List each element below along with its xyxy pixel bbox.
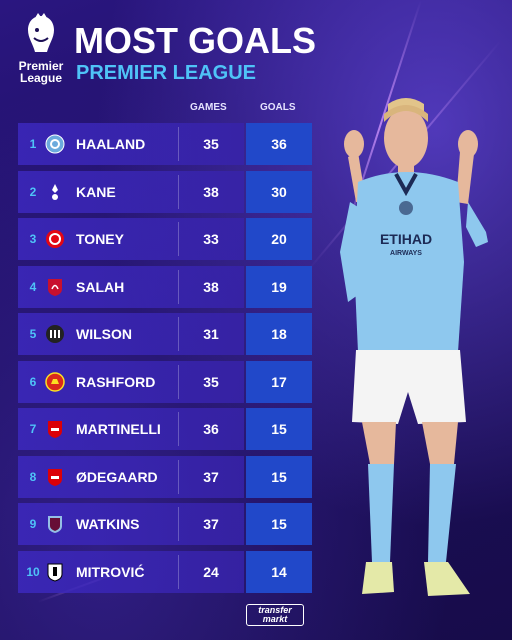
games-value: 35	[203, 373, 219, 390]
goals-value: 30	[246, 170, 312, 213]
man-city-crest-icon	[45, 134, 65, 154]
logo-line-2: markt	[262, 614, 288, 624]
games-value: 37	[203, 516, 219, 532]
logo-line-1: transfer	[258, 605, 292, 615]
divider	[178, 127, 179, 161]
games-value: 38	[203, 278, 219, 295]
divider	[178, 364, 179, 399]
table-row: 5 WILSON 31 18	[18, 313, 312, 355]
rank: 1	[29, 137, 37, 151]
table-row: 6 RASHFORD 35 17	[18, 360, 312, 403]
lion-icon	[28, 13, 54, 52]
divider	[178, 317, 179, 351]
goals-value: 15	[246, 455, 312, 498]
divider	[178, 222, 179, 256]
player-name: RASHFORD	[76, 373, 156, 390]
goals-value: 15	[246, 408, 312, 450]
table-row: 10 MITROVIĆ 24 14	[18, 550, 312, 593]
games-column-header: GAMES	[190, 102, 227, 113]
rank: 7	[29, 422, 37, 436]
games-value: 31	[203, 326, 219, 342]
player-name: HAALAND	[76, 136, 146, 152]
rank: 10	[26, 564, 40, 579]
transfermarkt-logo: transfer markt	[246, 604, 304, 626]
player-name: SALAH	[76, 278, 125, 295]
page-subtitle: PREMIER LEAGUE	[76, 62, 257, 84]
rank: 3	[29, 232, 37, 246]
goals-value: 15	[246, 503, 312, 545]
table-row: 7 MARTINELLI 36 15	[18, 408, 312, 450]
divider	[178, 507, 179, 541]
premier-league-logo	[16, 12, 66, 84]
divider	[178, 459, 179, 494]
player-name: KANE	[76, 183, 116, 200]
goals-value: 36	[246, 123, 312, 165]
divider	[178, 412, 179, 446]
rank: 2	[29, 184, 37, 199]
premier-league-wordmark: Premier League	[14, 60, 68, 84]
goals-value: 17	[246, 360, 312, 403]
divider	[178, 269, 179, 304]
games-value: 24	[203, 563, 219, 580]
newcastle-crest-icon	[45, 324, 65, 344]
games-value: 38	[203, 183, 219, 200]
goals-value: 18	[246, 313, 312, 355]
divider	[178, 174, 179, 209]
goals-value: 14	[246, 550, 312, 593]
page-title: MOST GOALS	[74, 20, 316, 61]
table-row: 9 WATKINS 37 15	[18, 503, 312, 545]
goals-value: 19	[246, 265, 312, 308]
brentford-crest-icon	[45, 229, 65, 249]
brand-line-1: Premier	[18, 59, 64, 73]
arsenal-crest-icon	[45, 419, 65, 439]
table-row: 8 ØDEGAARD 37 15	[18, 455, 312, 498]
man-united-crest-icon	[45, 371, 65, 392]
player-name: TONEY	[76, 231, 124, 247]
table-row: 1 HAALAND 35 36	[18, 123, 312, 165]
goals-column-header: GOALS	[260, 102, 296, 113]
games-value: 37	[203, 468, 219, 485]
rank: 4	[29, 279, 37, 294]
player-name: MARTINELLI	[76, 421, 161, 437]
table-row: 4 SALAH 38 19	[18, 265, 312, 308]
rank: 9	[29, 517, 37, 531]
goals-value: 20	[246, 218, 312, 260]
scorers-table: 1 HAALAND 35 36 2 KANE 38 30 3 TONEY 33 …	[18, 123, 312, 598]
rank: 5	[29, 327, 37, 341]
tottenham-crest-icon	[45, 182, 65, 202]
games-value: 36	[203, 421, 219, 437]
player-name: MITROVIĆ	[76, 563, 145, 580]
rank: 8	[29, 469, 37, 484]
games-value: 35	[203, 136, 219, 152]
games-value: 33	[203, 231, 219, 247]
fulham-crest-icon	[45, 562, 65, 582]
aston-villa-crest-icon	[45, 514, 65, 534]
liverpool-crest-icon	[45, 277, 65, 297]
arsenal-crest-icon	[45, 467, 65, 487]
player-name: WILSON	[76, 326, 132, 342]
rank: 6	[29, 374, 37, 389]
table-row: 3 TONEY 33 20	[18, 218, 312, 260]
divider	[178, 554, 179, 589]
brand-line-2: League	[19, 71, 62, 85]
player-image: ETIHAD AIRWAYS	[318, 92, 508, 612]
table-row: 2 KANE 38 30	[18, 170, 312, 213]
player-name: ØDEGAARD	[76, 468, 158, 485]
shirt-sponsor-line-2: AIRWAYS	[390, 250, 422, 257]
player-name: WATKINS	[76, 516, 140, 532]
shirt-sponsor-line-1: ETIHAD	[380, 231, 432, 247]
